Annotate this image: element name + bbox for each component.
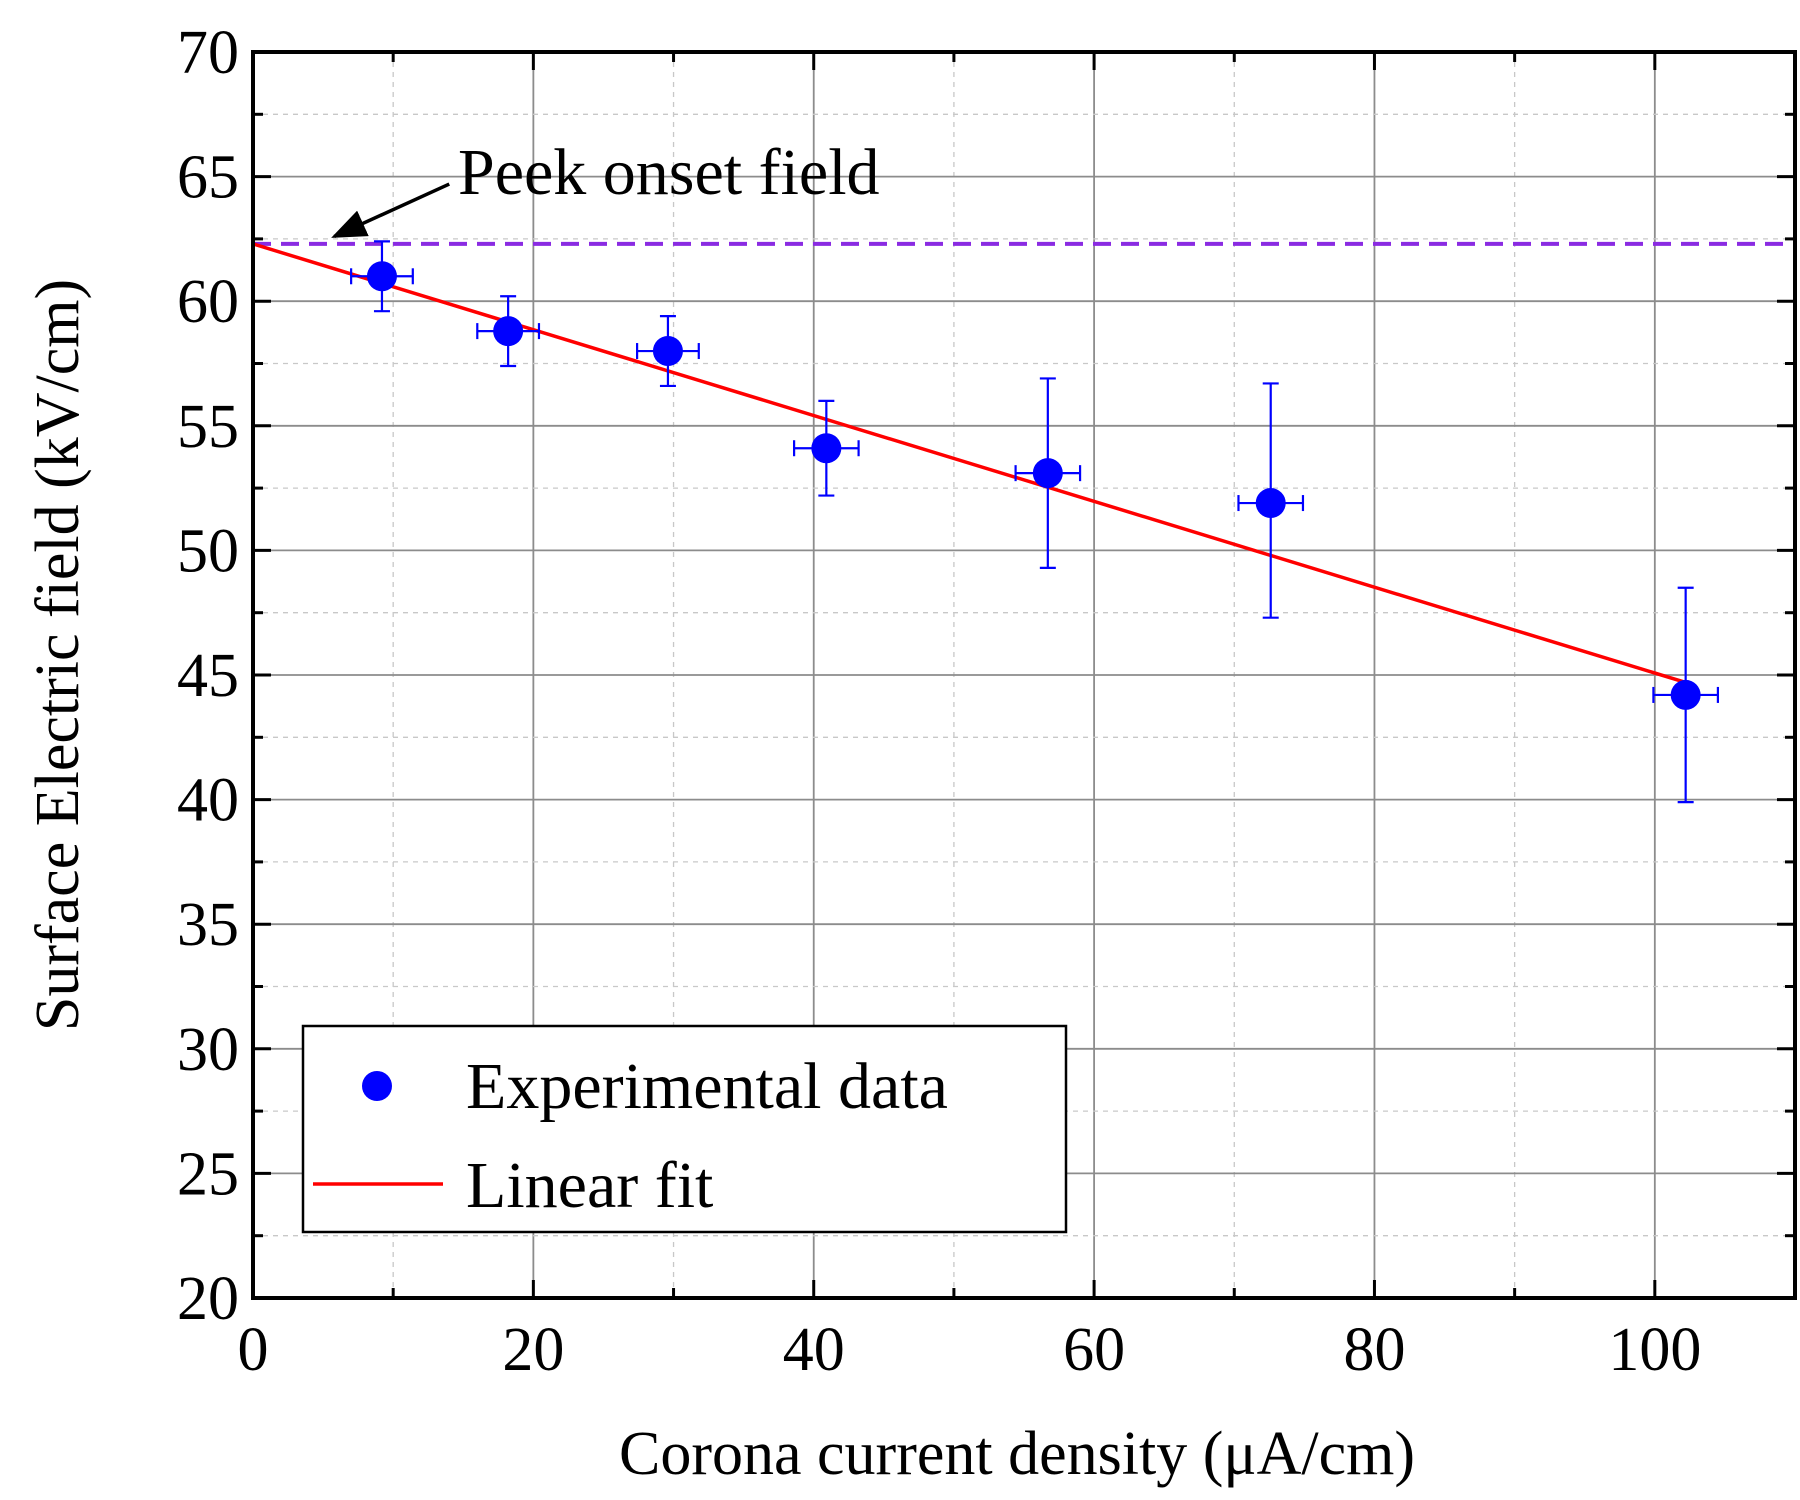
data-point-marker [493,316,524,347]
x-tick-label: 40 [783,1316,845,1384]
grid [253,52,1795,1298]
experimental-data-series [350,240,1720,804]
y-tick-label: 45 [177,642,239,710]
linear-fit-series [252,242,1687,685]
data-point-marker [1255,488,1286,519]
y-tick-label: 20 [177,1265,239,1333]
y-tick-label: 65 [177,144,239,212]
x-tick-label: 0 [238,1316,269,1384]
annotation-arrow [331,182,450,239]
y-tick-label: 25 [177,1140,239,1208]
data-point [1014,377,1082,569]
x-tick-label: 60 [1063,1316,1125,1384]
annotation: Peek onset field [331,136,880,239]
data-point-marker [366,261,397,292]
data-point [635,315,700,388]
legend-marker-experimental [362,1071,392,1101]
x-tick-label: 100 [1608,1316,1701,1384]
x-tick-label: 80 [1343,1316,1405,1384]
data-point [1237,382,1305,619]
y-tick-label: 60 [177,268,239,336]
y-tick-label: 55 [177,393,239,461]
y-tick-label: 70 [177,19,239,87]
data-point-marker [1670,679,1701,710]
y-tick-label: 40 [177,767,239,835]
annotation-text: Peek onset field [458,136,880,209]
y-axis-title: Surface Electric field (kV/cm) [24,279,92,1031]
legend-label-linear-fit: Linear fit [466,1149,713,1222]
data-point [793,399,860,497]
legend-label-experimental: Experimental data [466,1050,948,1123]
data-point [350,240,414,313]
legend: Experimental data Linear fit [301,1024,1068,1234]
y-tick-label: 30 [177,1016,239,1084]
linear-fit-line [252,242,1687,685]
data-point-marker [811,433,842,464]
data-point-marker [1032,458,1063,489]
data-point-marker [652,336,683,367]
data-point [476,295,541,368]
y-tick-label: 35 [177,891,239,959]
x-axis-title: Corona current density (μA/cm) [619,1420,1415,1488]
y-tick-label: 50 [177,517,239,585]
legend-box [301,1024,1068,1234]
data-point [1652,586,1720,804]
x-tick-label: 20 [502,1316,564,1384]
